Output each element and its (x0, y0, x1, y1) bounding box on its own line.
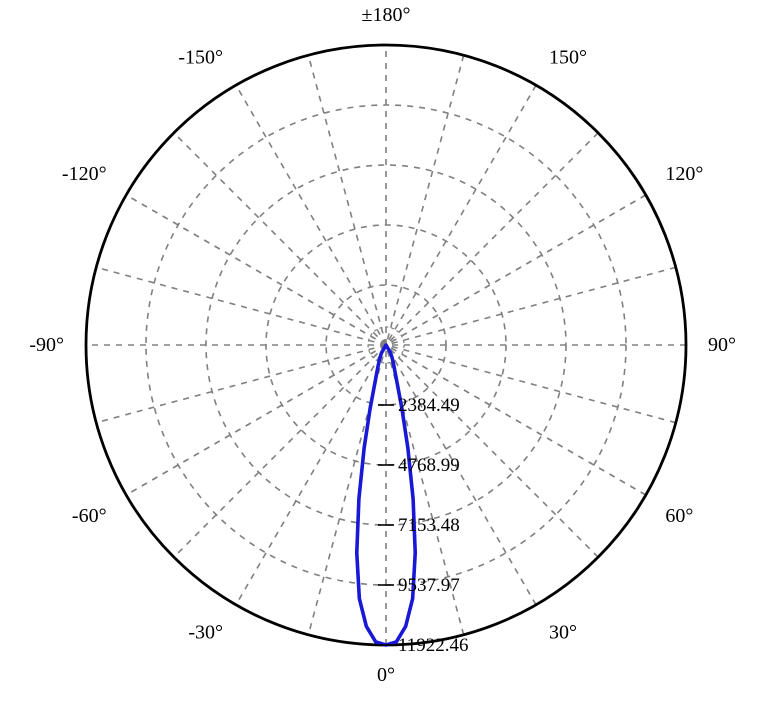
angle-tick-label: -90° (29, 334, 64, 356)
angle-tick-label: -150° (178, 47, 223, 69)
angle-tick-label: 90° (708, 334, 736, 356)
radial-tick-label: 2384.49 (398, 395, 460, 416)
angle-tick-label: -120° (62, 163, 107, 185)
radial-tick-label: 11922.46 (398, 635, 469, 656)
radial-tick-label: 7153.48 (398, 515, 460, 536)
angle-tick-label: 60° (665, 505, 693, 527)
angle-tick-label: -60° (72, 505, 107, 527)
polar-chart: 2384.49 4768.99 7153.48 9537.97 11922.460° 30… (0, 0, 768, 705)
angle-tick-label: -30° (188, 621, 223, 643)
angle-tick-label: 150° (549, 47, 587, 69)
angle-tick-label: 30° (549, 621, 577, 643)
angle-tick-label: ±180° (362, 4, 411, 26)
angle-tick-label: 120° (665, 163, 703, 185)
angle-tick-label: 0° (377, 664, 395, 686)
radial-tick-label: 9537.97 (398, 575, 460, 596)
radial-tick-label: 4768.99 (398, 455, 460, 476)
